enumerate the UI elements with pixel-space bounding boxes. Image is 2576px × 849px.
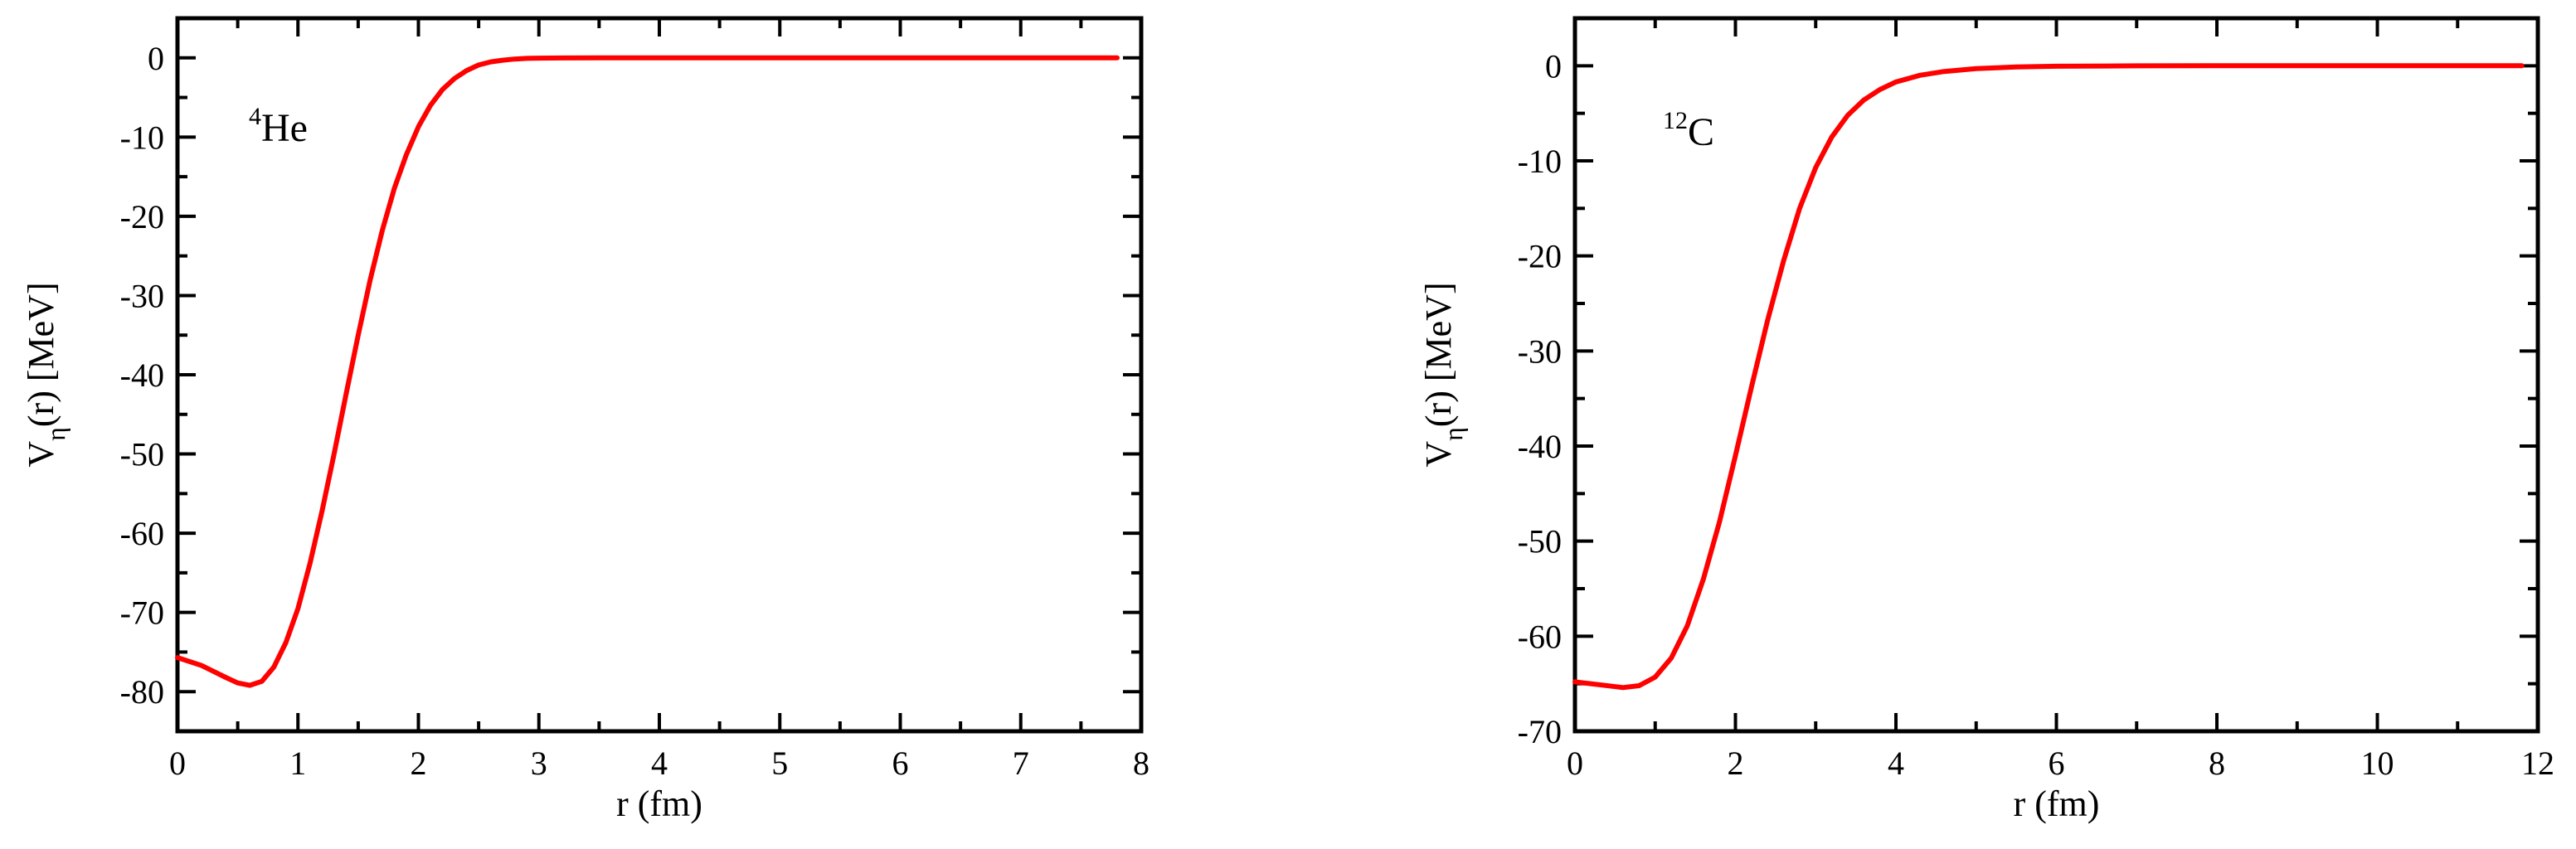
x-axis-title: r (fm) — [616, 784, 702, 824]
x-tick-label: 4 — [1888, 745, 1904, 782]
x-tick-label: 6 — [2049, 745, 2065, 782]
nucleus-label: 12C — [1663, 107, 1714, 154]
y-tick-label: -30 — [120, 277, 164, 314]
x-tick-label: 7 — [1013, 745, 1029, 782]
x-tick-label: 6 — [892, 745, 909, 782]
y-tick-label: -80 — [120, 673, 164, 711]
y-axis-title: Vη(r) [MeV] — [1418, 282, 1468, 467]
y-axis-title: Vη(r) [MeV] — [21, 282, 70, 467]
x-tick-label: 5 — [771, 745, 788, 782]
x-tick-label: 10 — [2361, 745, 2394, 782]
x-axis-title: r (fm) — [2014, 784, 2100, 824]
right-panel-12c: 0 2 4 6 8 10 12 0 -10 -20 -30 -40 -50 -60 -70 r (fm) Vη(… — [1418, 16, 2554, 824]
nucleus-label: 4He — [249, 103, 308, 150]
x-tick-label: 3 — [531, 745, 547, 782]
y-tick-label: -50 — [1518, 523, 1562, 560]
y-tick-label: 0 — [1545, 47, 1562, 85]
x-tick-label: 12 — [2521, 745, 2554, 782]
potential-curve — [1572, 63, 2525, 691]
x-tick-label: 0 — [169, 745, 186, 782]
y-tick-label: -20 — [120, 198, 164, 235]
y-tick-label: -40 — [120, 357, 164, 394]
plot-frame — [1572, 16, 2540, 734]
y-tick-label: -70 — [1518, 713, 1562, 750]
y-tick-label: 0 — [148, 40, 164, 77]
x-tick-label: 0 — [1567, 745, 1583, 782]
x-tick-label: 2 — [411, 745, 427, 782]
x-tick-label: 2 — [1728, 745, 1744, 782]
x-tick-label: 1 — [289, 745, 306, 782]
y-tick-label: -40 — [1518, 428, 1562, 465]
x-tick-label: 8 — [1133, 745, 1149, 782]
plot-frame — [175, 16, 1144, 734]
potential-curve — [175, 55, 1120, 688]
y-tick-label: -20 — [1518, 238, 1562, 275]
x-tick-label: 8 — [2209, 745, 2225, 782]
y-tick-label: -60 — [120, 515, 164, 552]
y-tick-label: -10 — [1518, 143, 1562, 180]
y-tick-label: -70 — [120, 594, 164, 632]
y-tick-label: -50 — [120, 436, 164, 473]
left-panel-4he: 0 1 2 3 4 5 6 7 8 0 -10 -20 -30 -40 -50 -60 -70 -80 r (fm)… — [21, 16, 1149, 824]
y-tick-label: -30 — [1518, 332, 1562, 370]
y-tick-label: -60 — [1518, 618, 1562, 655]
x-tick-label: 4 — [651, 745, 668, 782]
y-tick-label: -10 — [120, 119, 164, 156]
